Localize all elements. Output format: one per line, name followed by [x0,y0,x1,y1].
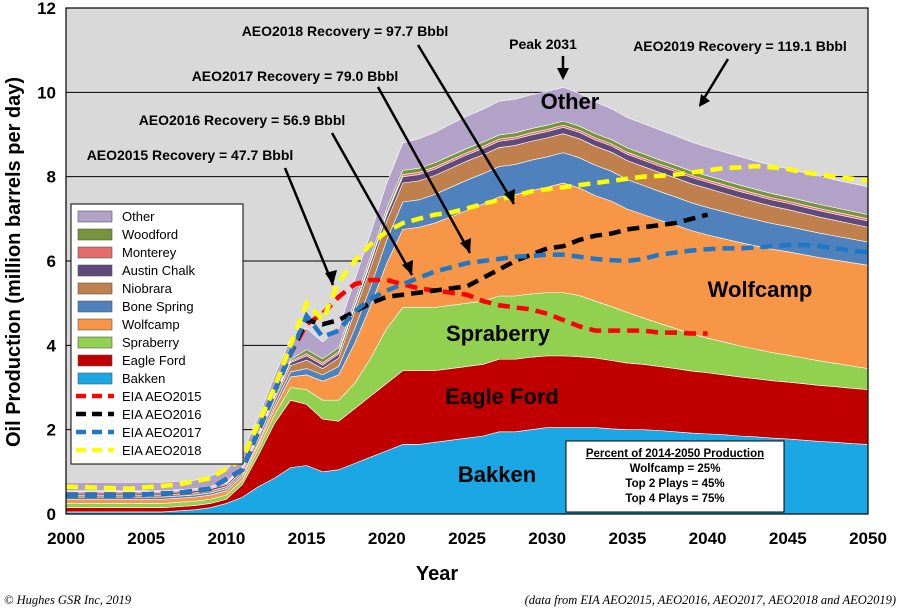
legend-swatch-wolfcamp [77,318,113,331]
arrow-aeo2016 [330,132,414,276]
arrowhead-aeo2018 [504,189,515,204]
legend-label-eagle-ford: Eagle Ford [122,353,186,368]
y-axis-title: Oil Production (million barrels per day) [3,77,25,447]
x-tick-2045: 2045 [769,529,807,548]
forecast-lines [65,163,869,498]
legend-swatch-other [77,210,113,223]
line-eia-aeo2015 [66,277,708,498]
arrowhead-aeo2017 [460,238,471,253]
y-tick-0: 0 [47,505,56,524]
annotation-aeo2019: AEO2019 Recovery = 119.1 Bbbl [633,38,847,54]
x-tick-2015: 2015 [288,529,326,548]
annotation-aeo2016: AEO2016 Recovery = 56.9 Bbbl [139,112,346,128]
info-box: Percent of 2014-2050 Production Wolfcamp… [565,440,785,513]
y-tick-12: 12 [37,0,56,18]
info-box-line-2: Top 2 Plays = 45% [625,478,724,490]
info-box-frame [565,440,785,513]
region-label-bakken: Bakken [458,462,536,487]
legend-label-austin-chalk: Austin Chalk [122,263,195,278]
y-tick-10: 10 [37,83,56,102]
source-text: (data from EIA AEO2015, AEO2016, AEO2017… [525,593,896,607]
legend-label-eia-aeo2017: EIA AEO2017 [122,425,202,440]
legend-label-eia-aeo2018: EIA AEO2018 [122,443,202,458]
x-tick-2050: 2050 [849,529,887,548]
copyright-text: © Hughes GSR Inc, 2019 [4,593,132,607]
info-box-line-3: Top 4 Plays = 75% [625,493,724,505]
legend-swatch-monterey [77,246,113,259]
legend-label-bakken: Bakken [122,371,165,386]
arrowhead-peak [557,68,569,80]
annotation-peak: Peak 2031 [509,36,577,52]
legend-label-wolfcamp: Wolfcamp [122,317,180,332]
legend-swatch-woodford [77,228,113,241]
legend-label-bone-spring: Bone Spring [122,299,194,314]
y-tick-8: 8 [47,168,56,187]
info-box-title: Percent of 2014-2050 Production [586,448,764,460]
x-tick-2030: 2030 [528,529,566,548]
region-label-spraberry: Spraberry [446,321,551,346]
legend-label-other: Other [122,209,155,224]
legend-label-eia-aeo2015: EIA AEO2015 [122,389,202,404]
y-tick-labels: 0 2 4 6 8 10 12 [37,0,56,524]
x-tick-labels: 2000 2005 2010 2015 2020 2025 2030 2035 2040 2045… [47,529,887,548]
legend-label-eia-aeo2016: EIA AEO2016 [122,407,202,422]
info-box-line-1: Wolfcamp = 25% [630,463,721,475]
legend-label-woodford: Woodford [122,227,178,242]
region-label-other: Other [541,89,600,114]
legend-swatch-eagle-ford [77,354,113,367]
region-label-wolfcamp: Wolfcamp [708,277,813,302]
line-eia-aeo2018 [65,163,869,491]
annotation-aeo2015: AEO2015 Recovery = 47.7 Bbbl [87,147,294,163]
legend-label-niobrara: Niobrara [122,281,173,296]
x-tick-2025: 2025 [448,529,486,548]
arrowhead-aeo2016 [402,260,413,275]
legend-label-spraberry: Spraberry [122,335,180,350]
legend-swatch-bakken [77,372,113,385]
legend-swatch-spraberry [77,336,113,349]
legend-swatch-niobrara [77,282,113,295]
x-tick-2040: 2040 [689,529,727,548]
y-tick-2: 2 [47,421,56,440]
x-axis-title: Year [416,563,458,585]
line-eia-aeo2016 [66,212,709,498]
legend-label-monterey: Monterey [122,245,177,260]
arrowhead-aeo2015 [325,270,337,285]
annotations: AEO2018 Recovery = 97.7 Bbbl AEO2017 Rec… [87,23,847,286]
annotation-aeo2017: AEO2017 Recovery = 79.0 Bbbl [192,68,399,84]
x-tick-2010: 2010 [207,529,245,548]
arrow-aeo2017 [376,86,472,254]
plot-border [65,7,869,515]
arrowhead-aeo2019 [699,94,710,107]
x-tick-2020: 2020 [368,529,406,548]
legend: Other Woodford Monterey Austin Chalk Niobrar… [70,203,244,465]
y-tick-4: 4 [47,336,57,355]
x-tick-2035: 2035 [608,529,646,548]
region-label-eagle-ford: Eagle Ford [445,384,559,409]
legend-swatch-bone-spring [77,300,113,313]
arrow-aeo2018 [416,44,516,205]
annotation-aeo2018: AEO2018 Recovery = 97.7 Bbbl [242,23,449,39]
line-eia-aeo2017 [66,242,869,498]
legend-swatch-austin-chalk [77,264,113,277]
y-tick-6: 6 [47,252,56,271]
arrow-aeo2015 [283,167,335,286]
x-tick-2000: 2000 [47,529,85,548]
x-tick-2005: 2005 [127,529,165,548]
